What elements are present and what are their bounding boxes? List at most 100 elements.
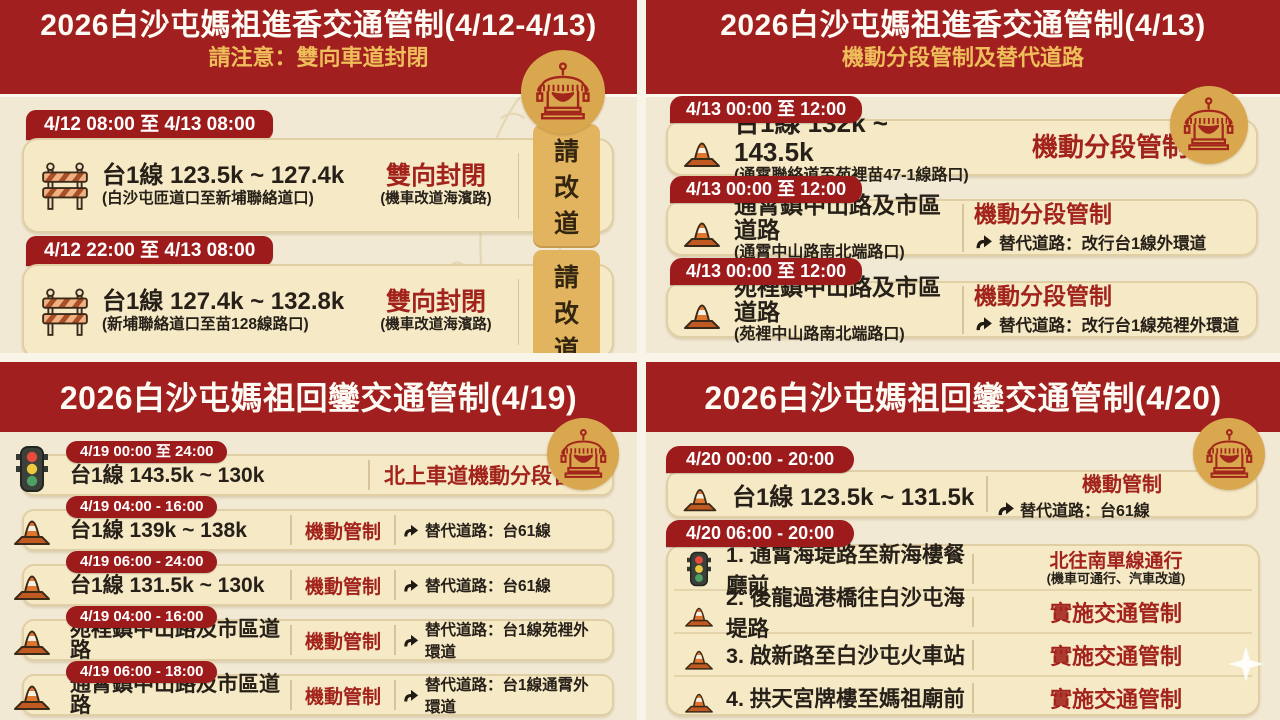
- divider: [290, 680, 292, 710]
- status-info: 機動分段管制 替代道路：改行台1線苑裡外環道: [974, 283, 1246, 335]
- road-note: (白沙屯匝道口至新埔聯絡道口): [102, 190, 314, 207]
- alt-route-text: 替代道路：台61線: [425, 578, 551, 595]
- time-badge: 4/13 00:00 至 12:00: [670, 258, 863, 285]
- control-card: 台1線 123.5k ~ 131.5k 機動管制 替代道路：台61線: [666, 470, 1258, 521]
- divider: [394, 570, 396, 600]
- divider: [394, 515, 396, 545]
- status-text: 機動分段管制: [1031, 131, 1188, 162]
- road-name: 3. 啟新路至白沙屯火車站: [726, 644, 965, 668]
- turn-right-arrow-icon: [402, 688, 420, 703]
- road-name: 台1線 123.5k ~ 131.5k: [732, 483, 975, 511]
- control-row: 4/19 00:00 至 24:00 台1線 143.5k ~ 130k 北上車…: [0, 441, 637, 496]
- panel-subtitle: 請注意：雙向車道封閉: [208, 44, 429, 70]
- detour-button[interactable]: 請改道: [532, 123, 600, 248]
- status-text: 機動管制: [1082, 473, 1162, 496]
- road-name: 台1線 143.5k ~ 130k: [70, 463, 265, 487]
- time-badge: 4/13 00:00 至 12:00: [670, 176, 863, 203]
- divider: [290, 515, 292, 545]
- sparkle-icon: [1226, 644, 1266, 684]
- status-text: 雙向封閉: [385, 287, 486, 316]
- time-badge: 4/20 00:00 - 20:00: [666, 446, 855, 473]
- divider: [290, 625, 292, 655]
- control-card: 台1線 132k ~ 143.5k (通霄聯絡道至苑裡苗47-1線路口) 機動分…: [666, 109, 1258, 184]
- status-text: 機動管制: [304, 631, 381, 653]
- road-info: 台1線 123.5k ~ 127.4k (白沙屯匝道口至新埔聯絡道口): [102, 162, 360, 208]
- status-text: 雙向封閉: [385, 161, 486, 190]
- road-note: (苑裡中山路南北端路口): [734, 326, 905, 344]
- control-card: 苑裡鎮中山路及市區道路 機動管制 替代道路：台1線苑裡外環道: [22, 619, 614, 661]
- status-text: 機動分段管制: [974, 283, 1112, 310]
- alt-route-text: 替代道路：改行台1線外環道: [999, 234, 1207, 253]
- traffic-cone-icon: [682, 637, 716, 673]
- alt-route: 替代道路：台61線: [402, 574, 602, 596]
- road-name: 台1線 132k ~ 143.5k: [734, 108, 888, 168]
- traffic-light-icon: [12, 444, 52, 494]
- road-info: 台1線 127.4k ~ 132.8k (新埔聯絡道口至苗128線路口): [102, 288, 360, 334]
- road-name: 2. 後龍過港橋往白沙屯海堤路: [726, 585, 965, 641]
- road-name: 台1線 123.5k ~ 127.4k: [102, 162, 345, 190]
- panel-pilgrimage-0412-0413: 2026白沙屯媽祖進香交通管制(4/12-4/13) 請注意：雙向車道封閉 4/…: [0, 0, 637, 353]
- control-card: 台1線 123.5k ~ 127.4k (白沙屯匝道口至新埔聯絡道口) 雙向封閉…: [22, 123, 614, 248]
- divider: [972, 553, 974, 584]
- detour-button[interactable]: 請改道: [532, 249, 600, 353]
- panel-return-0420: 2026白沙屯媽祖回鑾交通管制(4/20) 4/20 00:00 - 20:00…: [646, 362, 1280, 720]
- divider: [962, 285, 964, 334]
- panel-header: 2026白沙屯媽祖進香交通管制(4/12-4/13) 請注意：雙向車道封閉: [0, 0, 637, 97]
- traffic-cone-icon: [682, 594, 716, 630]
- status-text: 實施交通管制: [1049, 643, 1182, 669]
- status-note: (機車可通行、汽車改道): [1046, 570, 1186, 586]
- status-text: 機動管制: [304, 576, 381, 598]
- divider: [394, 680, 396, 710]
- road-name: 台1線 131.5k ~ 130k: [70, 573, 265, 597]
- alt-route: 替代道路：台61線: [996, 497, 1248, 521]
- road-name: 台1線 127.4k ~ 132.8k: [102, 288, 345, 316]
- control-row: 4/13 00:00 至 12:00 苑裡鎮中山路及市區道路 (苑裡中山路南北端…: [646, 258, 1280, 345]
- status-info: 雙向封閉 (機車改道海濱路): [360, 161, 512, 209]
- traffic-cone-icon: [680, 288, 724, 332]
- turn-right-arrow-icon: [974, 233, 994, 250]
- alt-route: 替代道路：台1線苑裡外環道: [402, 618, 602, 662]
- time-badge: 4/19 06:00 - 24:00: [66, 551, 218, 573]
- barrier-icon: [38, 287, 92, 337]
- control-row: 4/19 04:00 - 16:00 苑裡鎮中山路及市區道路 機動管制 替代道路…: [0, 606, 637, 661]
- control-card: 通霄鎮中山路及市區道路 (通霄中山路南北端路口) 機動分段管制 替代道路：改行台…: [666, 192, 1258, 261]
- alt-route-text: 替代道路：台61線: [1020, 502, 1150, 520]
- palanquin-icon: [547, 418, 619, 490]
- barrier-icon: [38, 161, 92, 211]
- status-info: 機動分段管制 替代道路：改行台1線外環道: [974, 201, 1246, 253]
- time-badge: 4/19 06:00 - 18:00: [66, 661, 218, 683]
- traffic-cone-icon: [10, 558, 54, 604]
- traffic-cone-icon: [10, 503, 54, 549]
- road-note: (通霄中山路南北端路口): [734, 244, 905, 262]
- control-row: 4/19 06:00 - 24:00 台1線 131.5k ~ 130k 機動管…: [0, 551, 637, 606]
- road-name: 1. 通霄海堤路至新海樓餐廳前: [726, 542, 965, 598]
- divider: [518, 152, 519, 219]
- turn-right-arrow-icon: [974, 315, 994, 332]
- status-text: 實施交通管制: [1049, 686, 1182, 712]
- time-badge: 4/19 00:00 至 24:00: [66, 441, 228, 463]
- status-info: 雙向封閉 (機車改道海濱路): [360, 287, 512, 335]
- divider: [962, 203, 964, 252]
- palanquin-icon: [1193, 418, 1265, 490]
- status-text: 機動管制: [304, 686, 381, 708]
- panel-subtitle: 機動分段管制及替代道路: [841, 44, 1084, 70]
- control-card: 台1線 139k ~ 138k 機動管制 替代道路：台61線: [22, 509, 614, 551]
- panel-pilgrimage-0413: 2026白沙屯媽祖進香交通管制(4/13) 機動分段管制及替代道路 4/13 0…: [646, 0, 1280, 353]
- time-badge: 4/13 00:00 至 12:00: [670, 96, 863, 123]
- control-row: 4/13 00:00 至 12:00 台1線 132k ~ 143.5k (通霄…: [646, 96, 1280, 184]
- turn-right-arrow-icon: [402, 578, 420, 593]
- control-card: 台1線 127.4k ~ 132.8k (新埔聯絡道口至苗128線路口) 雙向封…: [22, 249, 614, 353]
- divider: [972, 596, 974, 627]
- divider: [986, 476, 988, 512]
- divider: [972, 682, 974, 713]
- road-info: 苑裡鎮中山路及市區道路 (苑裡中山路南北端路口): [734, 274, 952, 345]
- panel-header: 2026白沙屯媽祖回鑾交通管制(4/20): [646, 362, 1280, 432]
- panel-return-0419: 2026白沙屯媽祖回鑾交通管制(4/19) 4/19 00:00 至 24:00…: [0, 362, 637, 720]
- traffic-cone-icon: [680, 206, 724, 250]
- time-badge: 4/19 04:00 - 16:00: [66, 496, 218, 518]
- alt-route-text: 替代道路：台61線: [425, 523, 551, 540]
- traffic-cone-icon: [682, 680, 716, 716]
- traffic-cone-icon: [10, 668, 54, 714]
- road-name: 4. 拱天宮牌樓至媽祖廟前: [726, 687, 965, 711]
